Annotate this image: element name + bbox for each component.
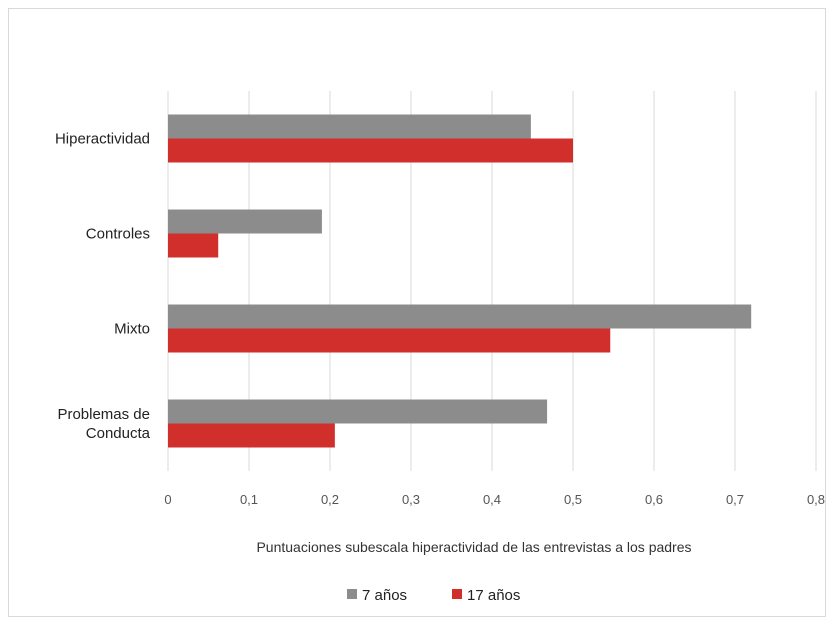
- bar-chart: Hiperactividad Controles Mixto Problemas de…: [55, 91, 825, 604]
- legend: 7 años 17 años: [347, 587, 520, 604]
- x-tick-label-0: 0: [164, 492, 171, 507]
- category-label-3-line-1: Conducta: [86, 425, 151, 442]
- x-tick-label-5: 0,5: [564, 492, 582, 507]
- bar-7-anos-3: [168, 399, 548, 424]
- category-label-3-line-0: Problemas de: [57, 406, 150, 423]
- category-label-1: Controles: [86, 226, 150, 243]
- bar-7-anos-2: [168, 304, 752, 329]
- legend-swatch-1: [452, 589, 462, 599]
- bar-7-anos-0: [168, 114, 531, 139]
- chart-frame: Hiperactividad Controles Mixto Problemas de…: [8, 8, 826, 617]
- category-labels: Hiperactividad Controles Mixto Problemas de…: [55, 131, 151, 443]
- bar-17-anos-0: [168, 138, 573, 163]
- category-label-0: Hiperactividad: [55, 131, 150, 148]
- legend-label-0: 7 años: [362, 587, 407, 604]
- x-tick-label-7: 0,7: [726, 492, 744, 507]
- x-tick-labels: 0 0,1 0,2 0,3 0,4 0,5 0,6 0,7 0,8: [164, 492, 825, 507]
- x-axis-title: Puntuaciones subescala hiperactividad de…: [256, 539, 691, 555]
- legend-swatch-0: [347, 589, 357, 599]
- legend-label-1: 17 años: [467, 587, 520, 604]
- x-tick-label-1: 0,1: [240, 492, 258, 507]
- x-tick-label-6: 0,6: [645, 492, 663, 507]
- bar-17-anos-2: [168, 328, 611, 353]
- bar-17-anos-1: [168, 233, 219, 258]
- x-tick-label-8: 0,8: [807, 492, 825, 507]
- x-tick-label-4: 0,4: [483, 492, 501, 507]
- x-tick-label-2: 0,2: [321, 492, 339, 507]
- bar-17-anos-3: [168, 423, 335, 448]
- bar-7-anos-1: [168, 209, 322, 234]
- bars: [168, 114, 752, 448]
- x-tick-label-3: 0,3: [402, 492, 420, 507]
- category-label-2: Mixto: [114, 321, 150, 338]
